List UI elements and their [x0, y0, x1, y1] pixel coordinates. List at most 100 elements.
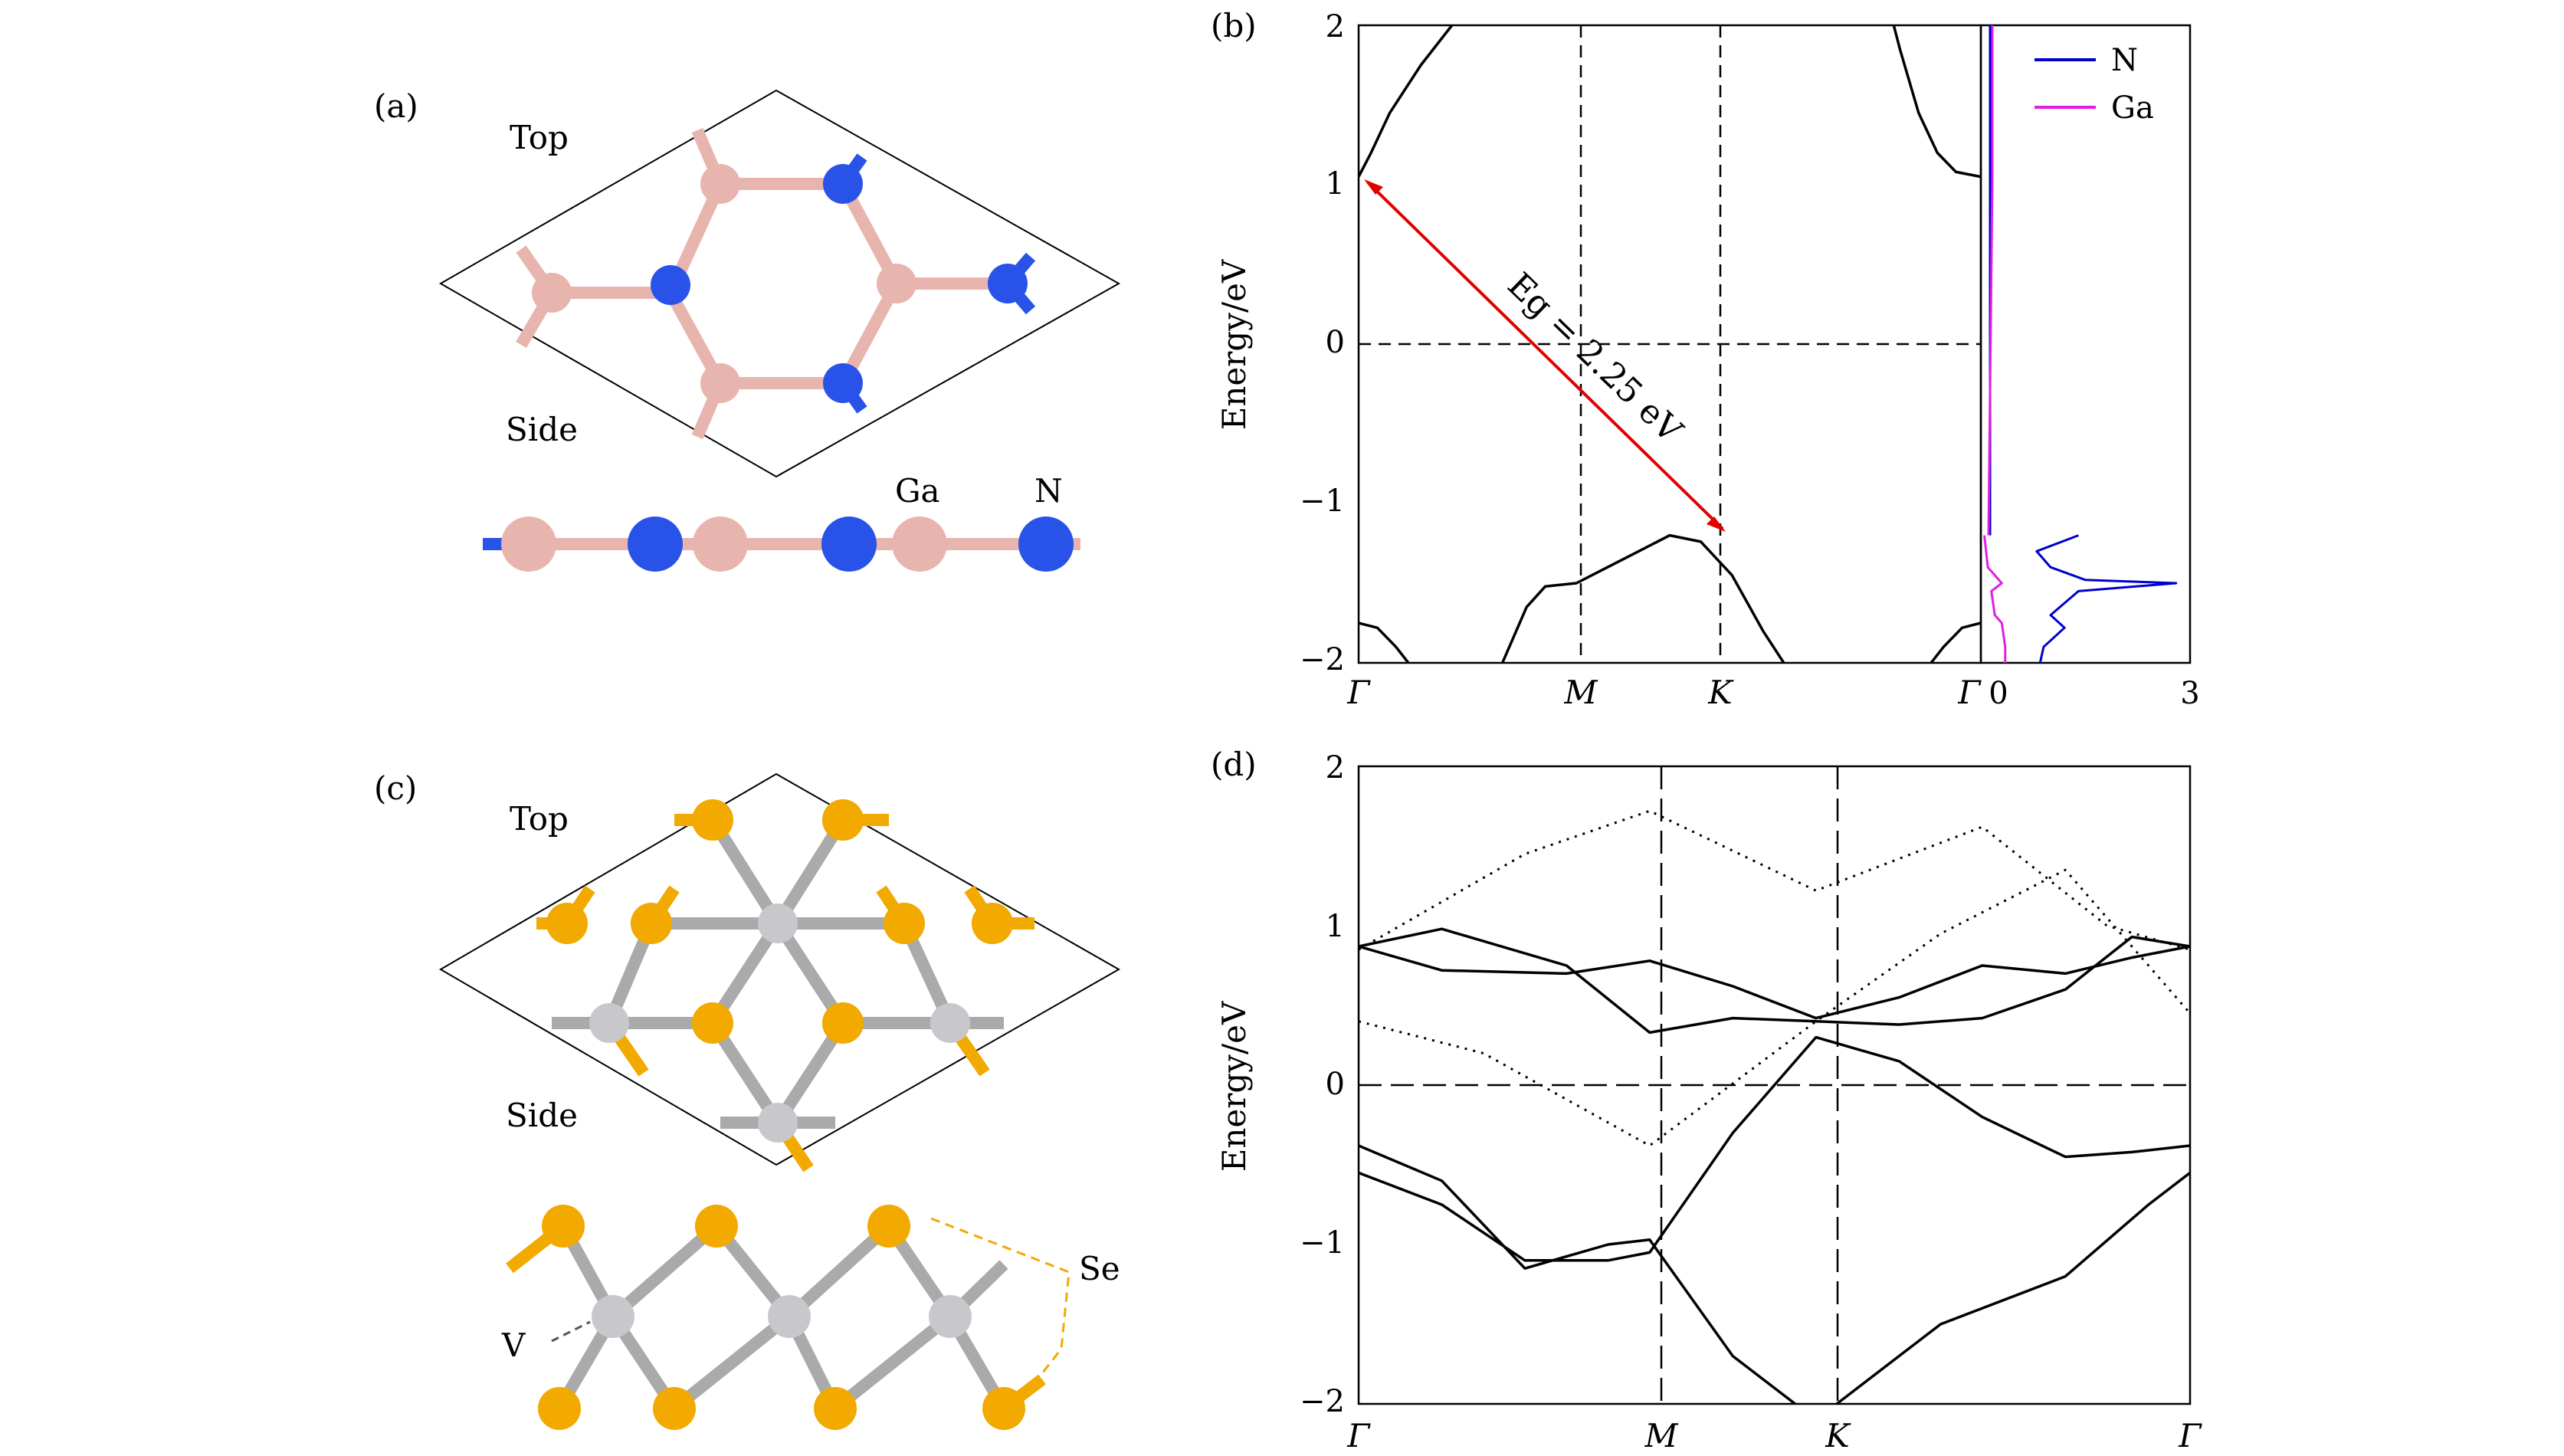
v-atom [758, 903, 798, 943]
ga-label: Ga [895, 472, 940, 510]
se-atom [538, 1387, 581, 1430]
dos-line-n [2035, 534, 2178, 664]
v-atom [592, 1295, 634, 1338]
v-label-leader [551, 1320, 591, 1343]
n-atom [821, 516, 877, 572]
panel-d-guides [1359, 766, 2190, 1404]
n-atom [988, 264, 1028, 303]
panel-a: (a) Top Side [374, 87, 1121, 572]
kpoint-label: Γ [1957, 674, 1982, 711]
panel-a-side-label: Side [506, 411, 578, 448]
gan-top-view [516, 127, 1036, 440]
kpoint-label: Γ [1346, 1417, 1371, 1454]
n-atom [651, 265, 690, 305]
legend-b: N Ga [2034, 43, 2154, 126]
v-label: V [501, 1326, 526, 1364]
band-line [1892, 25, 1981, 179]
ytick: −1 [1300, 1225, 1345, 1261]
ga-atom [877, 264, 916, 303]
se-atom [542, 1205, 585, 1248]
ytick: 1 [1326, 166, 1345, 202]
ga-atom [501, 516, 556, 572]
band-line [1359, 621, 1411, 663]
band-line-dotted [1359, 809, 2190, 951]
panel-d-xticks: Γ M K Γ [1346, 1417, 2202, 1454]
gan-side-view [483, 516, 1080, 572]
vse2-top-view [536, 799, 1034, 1172]
panel-d: (d) Energy/eV 2 1 0 −1 −2 Γ M K Γ [1211, 746, 2202, 1454]
ga-atom [700, 363, 740, 403]
band-line [1359, 945, 2190, 1020]
unit-cell-a [438, 89, 1121, 478]
ga-atom [892, 516, 947, 572]
kpoint-label: Γ [1346, 674, 1371, 711]
panel-b-yticks: 2 1 0 −1 −2 [1300, 9, 1345, 677]
panel-c: (c) Top Side [374, 769, 1121, 1430]
ytick: 0 [1326, 1067, 1345, 1102]
n-atom [628, 516, 683, 572]
v-atom [930, 1003, 970, 1043]
dos-line-ga [1987, 25, 1994, 536]
dos-b [1983, 25, 2178, 664]
v-atom [768, 1295, 811, 1338]
ytick: 2 [1326, 9, 1345, 44]
se-label-leader [930, 1217, 1071, 1384]
band-line-dotted [1359, 868, 2190, 1147]
se-label: Se [1079, 1250, 1120, 1287]
band-line [1500, 533, 1785, 663]
panel-a-label: (a) [374, 87, 418, 125]
vse2-side-view [506, 1205, 1071, 1430]
se-atom [546, 903, 588, 944]
n-atom [823, 363, 863, 403]
panel-a-top-label: Top [510, 119, 569, 156]
kpoint-label: M [1644, 1417, 1678, 1454]
panel-b-ylabel: Energy/eV [1215, 259, 1253, 430]
dos-xtick: 0 [1989, 676, 2008, 711]
se-atom [692, 1002, 733, 1044]
panel-b-label: (b) [1211, 7, 1257, 44]
kpoint-label: K [1707, 674, 1734, 711]
dos-line-ga [1983, 535, 2007, 663]
band-line [1929, 621, 1981, 663]
bands-d [1359, 809, 2190, 1404]
n-label: N [1034, 472, 1063, 510]
n-atom [823, 164, 863, 204]
se-atom [982, 1387, 1025, 1430]
se-atom [884, 903, 925, 944]
dos-plot-b-frame [1979, 24, 2192, 664]
panel-b-dos-xticks: 0 3 [1989, 676, 2199, 711]
ytick: −2 [1300, 642, 1345, 677]
ytick: −1 [1300, 484, 1345, 519]
ga-atom [700, 164, 740, 204]
panel-d-label: (d) [1211, 746, 1257, 783]
legend-label-n: N [2111, 43, 2138, 78]
kpoint-label: M [1563, 674, 1598, 711]
panel-b-xticks: Γ M K Γ [1346, 674, 1982, 711]
se-atom [867, 1205, 910, 1248]
band-line [1359, 1035, 2190, 1262]
panel-b-guides [1359, 25, 1981, 663]
dos-xtick: 3 [2180, 676, 2199, 711]
ga-atom [532, 273, 572, 313]
panel-c-label: (c) [374, 769, 417, 807]
se-atom [653, 1387, 696, 1430]
kpoint-label: K [1825, 1417, 1851, 1454]
n-atom [1018, 516, 1074, 572]
se-atom [822, 799, 864, 841]
se-atom [814, 1387, 857, 1430]
gap-annotation: Eg = 2.25 eV [1500, 265, 1690, 451]
se-atom [972, 903, 1013, 944]
se-atom [695, 1205, 738, 1248]
se-atom [822, 1002, 864, 1044]
se-atom [692, 799, 733, 841]
gap-arrow [1364, 179, 1726, 532]
band-line [1359, 927, 2190, 1035]
v-atom [929, 1295, 972, 1338]
ytick: 2 [1326, 750, 1345, 785]
bands-b [1359, 25, 1981, 663]
se-atom [631, 903, 672, 944]
legend-label-ga: Ga [2111, 90, 2154, 126]
ytick: 0 [1326, 325, 1345, 360]
ytick: −2 [1300, 1384, 1345, 1419]
kpoint-label: Γ [2178, 1417, 2202, 1454]
